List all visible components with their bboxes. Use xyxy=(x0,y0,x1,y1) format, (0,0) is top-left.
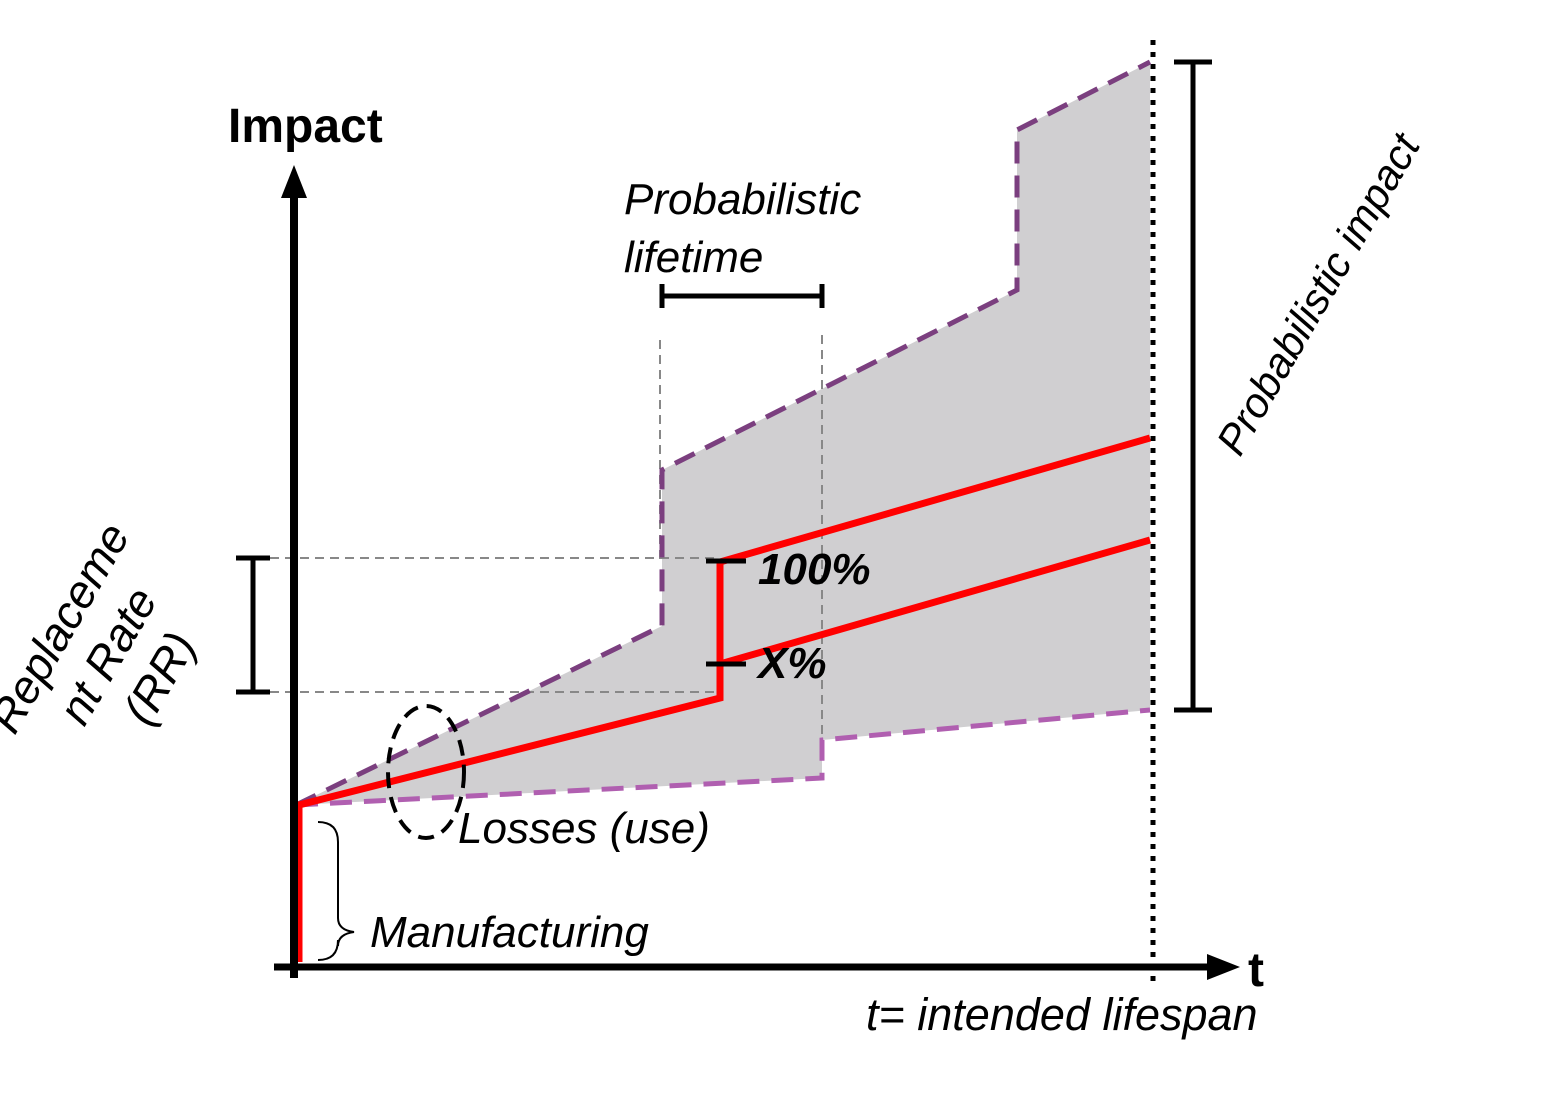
probabilistic-lifetime-line-2: lifetime xyxy=(624,233,763,282)
upper-bound-line xyxy=(294,59,1152,808)
probabilistic-band xyxy=(296,62,1150,805)
manufacturing-brace xyxy=(317,821,355,961)
probabilistic-impact-label: Probabilistic impact xyxy=(1207,124,1430,463)
lower-bound-line xyxy=(295,707,1151,808)
lifetime-bracket xyxy=(659,284,825,308)
x-axis-end-label: t= intended lifespan xyxy=(866,989,1258,1040)
impact-line-x-percent xyxy=(719,536,1151,668)
x-axis-label: t xyxy=(1248,944,1264,997)
probabilistic-lifetime-line-1: Probabilistic xyxy=(624,175,861,224)
impact-bracket xyxy=(1174,59,1212,713)
pct-100-label: 100% xyxy=(758,545,871,594)
losses-label: Losses (use) xyxy=(458,804,710,853)
svg-text:Replaceme nt Rate: Replaceme nt Rate (RR) xyxy=(0,503,243,798)
x-axis-arrowhead xyxy=(1207,954,1240,980)
y-axis-arrowhead xyxy=(281,165,307,198)
pct-x-label: X% xyxy=(755,639,826,688)
impact-line-main xyxy=(295,434,1151,962)
manufacturing-label: Manufacturing xyxy=(370,908,649,957)
rr-bracket xyxy=(236,555,270,695)
rr-label: Replaceme nt Rate (RR) xyxy=(0,503,243,798)
losses-ellipse xyxy=(386,704,466,840)
y-axis-label: Impact xyxy=(228,100,383,153)
probabilistic-lifetime-label: Probabilistic lifetime xyxy=(624,175,873,282)
